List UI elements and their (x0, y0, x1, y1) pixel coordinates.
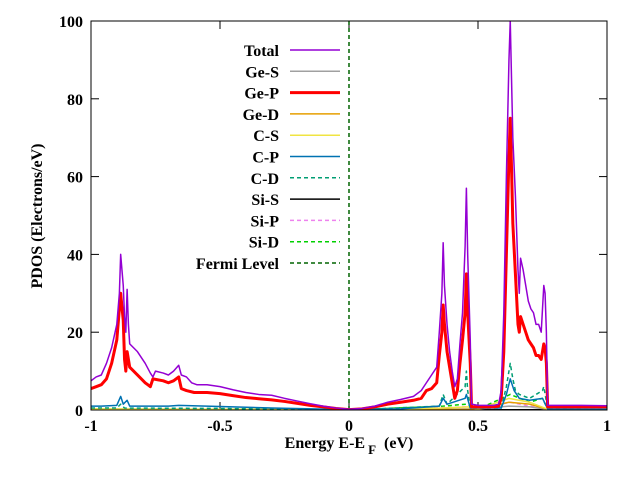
legend-label-total: Total (244, 43, 280, 60)
legend-label-ge-s: Ge-S (245, 64, 279, 81)
legend-label-fermi-level: Fermi Level (196, 256, 280, 273)
series-line-ge-p (91, 116, 607, 410)
x-tick-label: -1 (84, 418, 97, 435)
y-tick-label: 20 (67, 325, 83, 342)
legend-label-si-p: Si-P (251, 213, 280, 230)
plot-frame (90, 20, 608, 411)
y-tick-labels: 0 20 40 60 80 100 (59, 14, 83, 420)
legend-label-c-s: C-S (253, 128, 279, 145)
legend-label-ge-d: Ge-D (243, 107, 279, 124)
x-tick-labels: -1 -0.5 0 0.5 1 (84, 418, 611, 435)
x-axis-title: Energy E-E F (eV) (285, 435, 414, 457)
x-axis-title-subscript: F (368, 442, 376, 457)
x-tick-label: 1 (603, 418, 611, 435)
legend-label-si-d: Si-D (249, 235, 279, 252)
legend-label-si-s: Si-S (251, 192, 279, 209)
y-tick-label: 100 (59, 14, 83, 31)
series-line-c-p (91, 378, 607, 410)
x-axis-title-main: Energy E-E (285, 435, 365, 452)
x-tick-label: 0.5 (468, 418, 488, 435)
y-axis-title: PDOS (Electrons/eV) (29, 143, 46, 288)
legend-label-c-p: C-P (252, 150, 279, 167)
legend-label-ge-p: Ge-P (244, 86, 279, 103)
x-axis-title-unit: (eV) (384, 435, 413, 452)
y-tick-label: 80 (67, 92, 83, 109)
series-lines (91, 21, 607, 410)
series-line-total (91, 21, 607, 410)
legend-label-c-d: C-D (251, 171, 279, 188)
y-tick-label: 60 (67, 170, 83, 187)
legend: Total Ge-S Ge-P Ge-D C-S C-P C-D Si-S Si-P Si-D Fe… (196, 43, 340, 273)
x-tick-label: 0 (345, 418, 353, 435)
y-tick-label: 0 (75, 403, 83, 420)
y-tick-label: 40 (67, 247, 83, 264)
x-tick-label: -0.5 (207, 418, 232, 435)
series-line-c-d (91, 362, 607, 410)
